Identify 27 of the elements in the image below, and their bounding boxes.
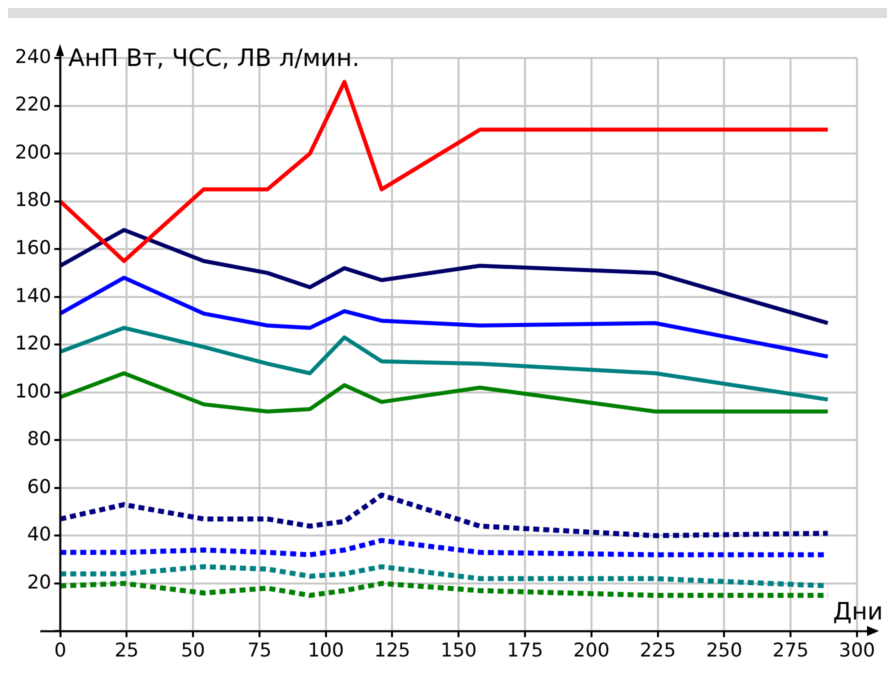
- x-tick-label: 275: [772, 640, 809, 662]
- y-tick-label: 180: [15, 189, 52, 212]
- x-axis-title: Дни: [832, 597, 883, 626]
- x-tick-label: 225: [640, 640, 676, 662]
- x-tick-label: 150: [440, 640, 477, 662]
- y-tick-label: 160: [15, 237, 52, 260]
- x-tick-label: 250: [706, 640, 742, 662]
- y-tick-label: 200: [15, 141, 52, 164]
- y-tick-label: 60: [27, 476, 52, 498]
- y-tick-label: 140: [15, 284, 52, 307]
- x-tick-label: 75: [247, 640, 272, 662]
- y-tick-label: 100: [15, 380, 52, 402]
- y-tick-label: 80: [27, 428, 52, 450]
- y-tick-label: 20: [27, 571, 52, 594]
- x-tick-label: 175: [506, 640, 544, 662]
- x-tick-label: 50: [180, 640, 206, 662]
- x-tick-label: 0: [54, 640, 66, 662]
- y-axis-title: АнП Вт, ЧСС, ЛВ л/мин.: [68, 44, 360, 72]
- y-tick-label: 240: [15, 46, 52, 68]
- y-tick-label: 40: [27, 524, 52, 546]
- y-tick-label: 120: [15, 332, 52, 355]
- x-tick-label: 300: [838, 640, 876, 662]
- y-tick-label: 220: [15, 94, 52, 116]
- x-tick-label: 200: [573, 640, 610, 662]
- x-tick-label: 125: [374, 640, 410, 662]
- x-tick-label: 100: [308, 640, 344, 662]
- x-tick-label: 25: [114, 640, 139, 662]
